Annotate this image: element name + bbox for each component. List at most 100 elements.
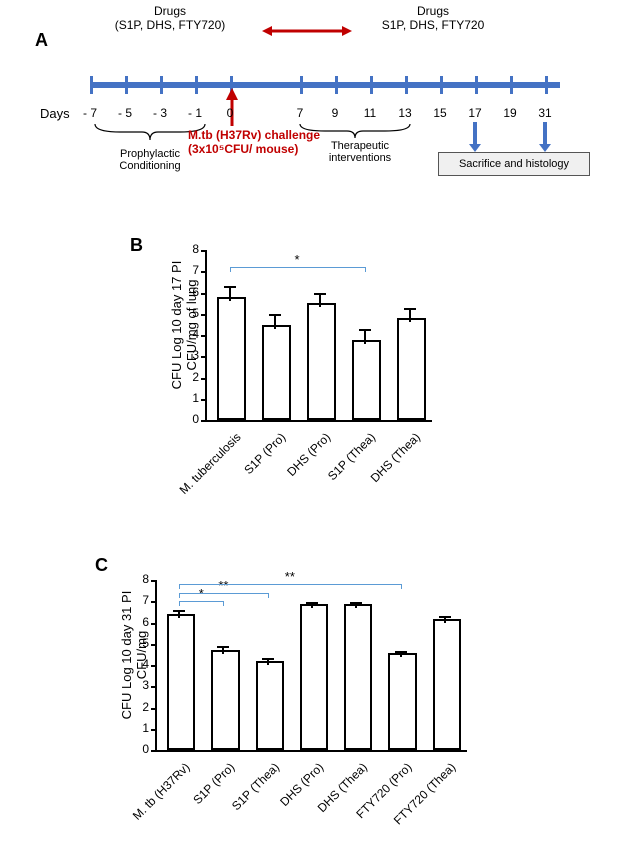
- error-cap: [359, 329, 371, 331]
- arrow-31: [543, 122, 547, 146]
- error-bar: [409, 310, 411, 323]
- sig-tick: [268, 593, 269, 598]
- proph-1: Prophylactic: [120, 148, 180, 160]
- bar: [397, 318, 426, 420]
- day-label: - 3: [145, 106, 175, 120]
- bar: [217, 297, 246, 420]
- drugs-right-1: Drugs: [417, 4, 449, 18]
- days-text: Days: [40, 106, 70, 121]
- timeline-tick: [195, 76, 198, 94]
- y-tick-label: 5: [129, 636, 149, 650]
- bar: [300, 604, 328, 750]
- sig-tick: [230, 267, 231, 272]
- y-tick: [151, 665, 157, 667]
- error-bar: [178, 612, 180, 618]
- sig-line: [179, 584, 400, 585]
- error-cap: [262, 658, 274, 660]
- y-tick-label: 4: [129, 657, 149, 671]
- day-label: 19: [495, 106, 525, 120]
- y-tick-label: 5: [179, 306, 199, 320]
- y-tick: [201, 250, 207, 252]
- day-label: - 7: [75, 106, 105, 120]
- arrow-17: [473, 122, 477, 146]
- proph-2: Conditioning: [119, 160, 180, 172]
- y-tick: [151, 686, 157, 688]
- drugs-left: Drugs (S1P, DHS, FTY720): [95, 4, 245, 33]
- y-tick: [151, 708, 157, 710]
- error-cap: [217, 646, 229, 648]
- y-tick-label: 2: [129, 700, 149, 714]
- bar: [344, 604, 372, 750]
- bar: [388, 653, 416, 751]
- chal-2: (3x10⁵CFU/ mouse): [188, 142, 298, 156]
- therapeutic-label: Therapeutic interventions: [310, 140, 410, 164]
- day-label: - 1: [180, 106, 210, 120]
- y-tick: [151, 601, 157, 603]
- y-tick: [201, 420, 207, 422]
- sig-tick: [401, 584, 402, 589]
- y-tick-label: 7: [179, 263, 199, 277]
- y-tick: [201, 314, 207, 316]
- y-tick: [201, 335, 207, 337]
- timeline-tick: [475, 76, 478, 94]
- error-bar: [274, 316, 276, 329]
- error-bar: [355, 604, 357, 607]
- error-cap: [306, 602, 318, 604]
- error-cap: [395, 651, 407, 653]
- sacrifice-box: Sacrifice and histology: [438, 152, 590, 176]
- timeline-tick: [335, 76, 338, 94]
- error-cap: [224, 286, 236, 288]
- error-cap: [314, 293, 326, 295]
- timeline-tick: [300, 76, 303, 94]
- x-label: S1P (Pro): [241, 430, 288, 477]
- day-label: 17: [460, 106, 490, 120]
- x-label: M. tb (H37Rv): [130, 760, 193, 823]
- error-cap: [269, 314, 281, 316]
- error-bar: [311, 604, 313, 607]
- y-tick-label: 0: [179, 412, 199, 426]
- bar: [211, 650, 239, 750]
- x-label: S1P (Thea): [228, 760, 281, 813]
- y-tick: [201, 399, 207, 401]
- thea-2: interventions: [329, 152, 391, 164]
- y-tick: [201, 271, 207, 273]
- thea-1: Therapeutic: [331, 140, 389, 152]
- error-cap: [439, 616, 451, 618]
- drugs-left-1: Drugs: [154, 4, 186, 18]
- sig-tick: [179, 593, 180, 598]
- bar: [167, 614, 195, 750]
- timeline-tick: [440, 76, 443, 94]
- timeline-tick: [370, 76, 373, 94]
- day-label: 31: [530, 106, 560, 120]
- day-label: - 5: [110, 106, 140, 120]
- error-bar: [229, 288, 231, 301]
- error-bar: [400, 653, 402, 656]
- timeline-tick: [545, 76, 548, 94]
- red-double-arrow: [262, 24, 352, 36]
- day-label: 9: [320, 106, 350, 120]
- timeline-tick: [125, 76, 128, 94]
- timeline: [90, 82, 560, 88]
- error-bar: [319, 295, 321, 308]
- bar: [307, 303, 336, 420]
- panel-a: Days Drugs (S1P, DHS, FTY720) Drugs S1P,…: [40, 10, 600, 180]
- day-label: 15: [425, 106, 455, 120]
- bar: [433, 619, 461, 751]
- sig-tick: [223, 601, 224, 606]
- bar: [352, 340, 381, 421]
- y-tick-label: 8: [129, 572, 149, 586]
- sig-tick: [179, 584, 180, 589]
- y-tick: [201, 356, 207, 358]
- sig-tick: [179, 601, 180, 606]
- drugs-left-2: (S1P, DHS, FTY720): [115, 18, 225, 32]
- y-tick-label: 1: [129, 721, 149, 735]
- y-tick: [151, 580, 157, 582]
- sig-tick: [365, 267, 366, 272]
- y-tick-label: 6: [179, 285, 199, 299]
- timeline-tick: [510, 76, 513, 94]
- error-bar: [364, 331, 366, 344]
- day-label: 0: [215, 106, 245, 120]
- x-label: M. tuberculosis: [176, 430, 243, 497]
- error-cap: [404, 308, 416, 310]
- y-tick: [151, 623, 157, 625]
